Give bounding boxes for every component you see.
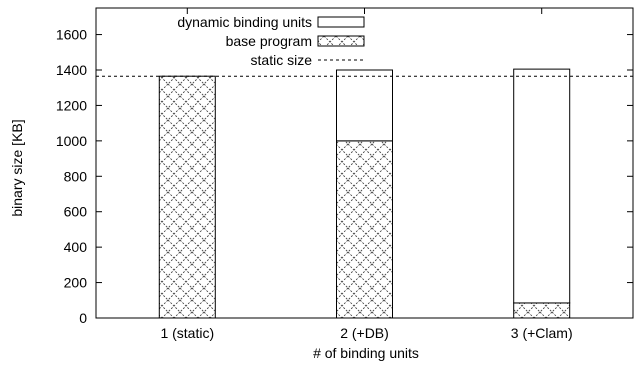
legend-swatch-dynamic	[317, 16, 365, 28]
y-axis: 0 200 400 600 800 1000 1200 1400 1600	[56, 27, 633, 326]
y-tick-label: 1000	[56, 133, 87, 149]
legend-swatch-base	[317, 35, 365, 47]
bar-base-program	[336, 140, 393, 319]
y-tick-label: 600	[64, 204, 88, 220]
bar-dynamic-binding-units	[513, 68, 571, 304]
legend: dynamic binding units base program static …	[177, 14, 365, 68]
y-tick-label: 1400	[56, 62, 87, 78]
y-axis-label: binary size [KB]	[9, 119, 25, 216]
x-tick-label: 3 (+Clam)	[511, 325, 573, 341]
x-tick-label: 2 (+DB)	[340, 325, 389, 341]
y-tick-label: 1600	[56, 27, 87, 43]
bar-base-program	[513, 302, 571, 319]
legend-label: static size	[251, 52, 313, 68]
y-tick-label: 800	[64, 168, 88, 184]
bar-dynamic-binding-units	[336, 69, 393, 142]
x-tick-label: 1 (static)	[160, 325, 214, 341]
y-tick-label: 200	[64, 275, 88, 291]
legend-label: dynamic binding units	[177, 14, 312, 30]
y-tick-label: 400	[64, 239, 88, 255]
y-tick-label: 1200	[56, 97, 87, 113]
bars	[158, 68, 571, 319]
bar-base-program	[158, 75, 216, 319]
x-axis: 1 (static) 2 (+DB) 3 (+Clam)	[160, 8, 573, 341]
x-axis-label: # of binding units	[313, 345, 419, 361]
legend-label: base program	[226, 33, 312, 49]
y-tick-label: 0	[79, 310, 87, 326]
